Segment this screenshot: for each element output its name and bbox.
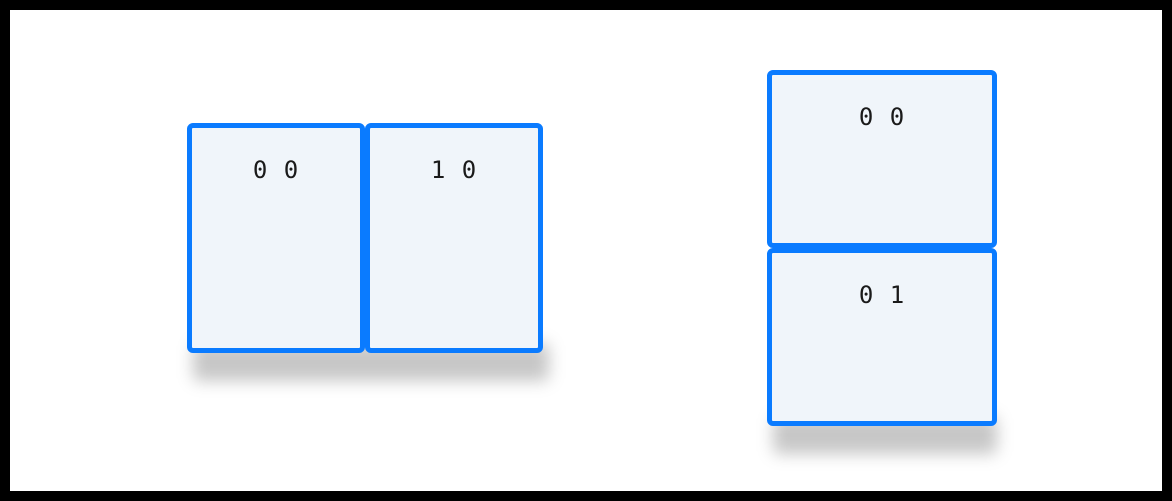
vertical-pair: 0 00 1	[767, 70, 997, 426]
horizontal-pair-cell-1: 1 0	[365, 123, 543, 353]
vertical-pair-cell-0: 0 0	[767, 70, 997, 248]
horizontal-pair: 0 01 0	[187, 123, 543, 353]
vertical-pair-cell-1: 0 1	[767, 248, 997, 426]
horizontal-pair-cell-0: 0 0	[187, 123, 365, 353]
diagram-frame: 0 01 00 00 1	[0, 0, 1172, 501]
